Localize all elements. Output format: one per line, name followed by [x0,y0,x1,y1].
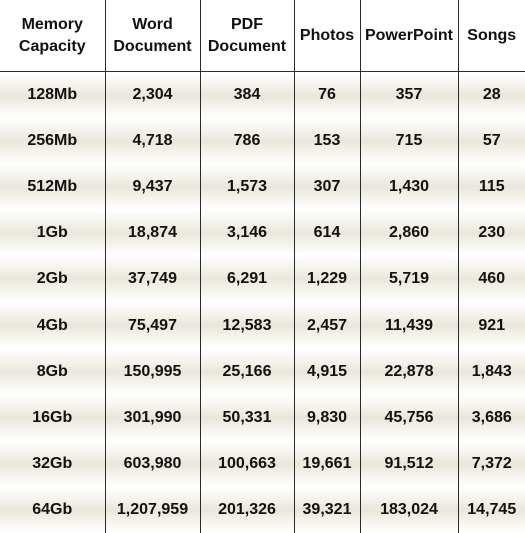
cell-songs: 115 [457,164,525,211]
table-row: 32Gb 603,980 100,663 19,661 91,512 7,372 [0,440,525,487]
cell-powerpoint: 183,024 [359,486,459,533]
cell-powerpoint: 715 [359,118,459,165]
cell-songs: 921 [457,302,525,349]
header-word-document: Word Document [104,0,201,72]
cell-word: 75,497 [104,302,201,349]
cell-capacity: 512Mb [0,164,106,211]
table-row: 256Mb 4,718 786 153 715 57 [0,118,525,165]
cell-photos: 153 [293,118,361,165]
cell-powerpoint: 357 [359,71,459,119]
header-powerpoint: PowerPoint [359,0,459,72]
cell-capacity: 2Gb [0,256,106,303]
cell-powerpoint: 2,860 [359,210,459,257]
header-photos: Photos [293,0,361,72]
cell-pdf: 50,331 [199,394,295,441]
header-text: PDF [231,15,263,33]
cell-pdf: 786 [199,118,295,165]
cell-word: 2,304 [104,71,201,119]
table-row: 4Gb 75,497 12,583 2,457 11,439 921 [0,302,525,349]
cell-capacity: 1Gb [0,210,106,257]
table-row: 1Gb 18,874 3,146 614 2,860 230 [0,210,525,257]
cell-songs: 57 [457,118,525,165]
cell-photos: 4,915 [293,348,361,395]
cell-pdf: 201,326 [199,486,295,533]
cell-songs: 1,843 [457,348,525,395]
cell-word: 301,990 [104,394,201,441]
cell-capacity: 256Mb [0,118,106,165]
cell-word: 1,207,959 [104,486,201,533]
cell-photos: 39,321 [293,486,361,533]
cell-photos: 9,830 [293,394,361,441]
cell-capacity: 4Gb [0,302,106,349]
table-row: 128Mb 2,304 384 76 357 28 [0,71,525,119]
table-row: 16Gb 301,990 50,331 9,830 45,756 3,686 [0,394,525,441]
cell-powerpoint: 91,512 [359,440,459,487]
table-body: 128Mb 2,304 384 76 357 28 256Mb 4,718 78… [0,71,525,533]
cell-powerpoint: 5,719 [359,256,459,303]
cell-songs: 3,686 [457,394,525,441]
cell-pdf: 3,146 [199,210,295,257]
cell-songs: 7,372 [457,440,525,487]
header-text: Songs [467,26,517,44]
cell-photos: 2,457 [293,302,361,349]
header-text: Capacity [18,37,86,55]
cell-word: 9,437 [104,164,201,211]
cell-capacity: 64Gb [0,486,106,533]
cell-songs: 14,745 [457,486,525,533]
cell-powerpoint: 22,878 [359,348,459,395]
cell-pdf: 100,663 [199,440,295,487]
cell-powerpoint: 11,439 [359,302,459,349]
cell-pdf: 6,291 [199,256,295,303]
table-row: 8Gb 150,995 25,166 4,915 22,878 1,843 [0,348,525,395]
table-row: 64Gb 1,207,959 201,326 39,321 183,024 14… [0,486,525,533]
cell-pdf: 12,583 [199,302,295,349]
cell-capacity: 32Gb [0,440,106,487]
header-text: Document [207,37,287,55]
cell-capacity: 8Gb [0,348,106,395]
cell-songs: 460 [457,256,525,303]
cell-photos: 614 [293,210,361,257]
cell-capacity: 128Mb [0,71,106,119]
header-text: Memory [21,15,83,33]
table-row: 2Gb 37,749 6,291 1,229 5,719 460 [0,256,525,303]
cell-pdf: 1,573 [199,164,295,211]
cell-photos: 1,229 [293,256,361,303]
cell-pdf: 25,166 [199,348,295,395]
header-text: Word [132,15,173,33]
cell-word: 150,995 [104,348,201,395]
cell-photos: 307 [293,164,361,211]
header-pdf-document: PDF Document [199,0,295,72]
cell-songs: 28 [457,71,525,119]
header-text: Photos [299,26,355,44]
cell-photos: 76 [293,71,361,119]
cell-word: 37,749 [104,256,201,303]
cell-word: 603,980 [104,440,201,487]
cell-songs: 230 [457,210,525,257]
cell-word: 4,718 [104,118,201,165]
header-text: Document [113,37,192,55]
header-songs: Songs [457,0,525,72]
table-row: 512Mb 9,437 1,573 307 1,430 115 [0,164,525,211]
cell-powerpoint: 45,756 [359,394,459,441]
cell-powerpoint: 1,430 [359,164,459,211]
cell-capacity: 16Gb [0,394,106,441]
header-memory-capacity: Memory Capacity [0,0,106,72]
table-header-row: Memory Capacity Word Document PDF Docume… [0,0,525,72]
cell-pdf: 384 [199,71,295,119]
cell-photos: 19,661 [293,440,361,487]
header-text: PowerPoint [364,26,453,44]
cell-word: 18,874 [104,210,201,257]
